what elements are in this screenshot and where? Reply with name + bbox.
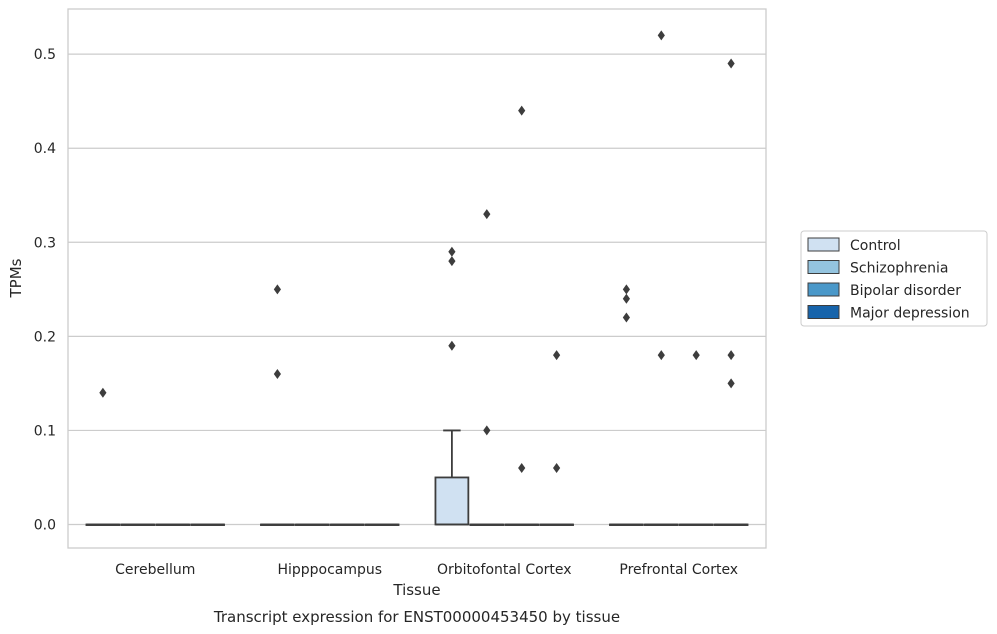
box-bipolar-disorder (504, 523, 540, 526)
outlier-point (483, 209, 491, 220)
y-tick-label: 0.0 (34, 517, 56, 533)
outlier-point (727, 350, 735, 361)
x-tick-label: Cerebellum (115, 562, 195, 578)
outlier-point (622, 293, 630, 304)
box-control (260, 523, 295, 526)
outlier-point (448, 256, 456, 267)
legend-items: Control Schizophrenia Bipolar disorder Majo… (807, 237, 970, 322)
x-tick-labels: Cerebellum Hipppocampus Orbitofontal Corte… (115, 562, 738, 578)
outlier-point (99, 387, 107, 398)
outlier-point (553, 350, 561, 361)
y-tick-label: 0.2 (34, 329, 56, 345)
box-bipolar-disorder (329, 523, 365, 526)
legend: Control Schizophrenia Bipolar disorder Majo… (800, 230, 988, 327)
outlier-point (657, 350, 665, 361)
outlier-point (273, 368, 281, 379)
y-tick-labels: 0.0 0.1 0.2 0.3 0.4 0.5 (34, 47, 56, 533)
box-bipolar-disorder (155, 523, 191, 526)
legend-swatch (807, 305, 840, 319)
x-tick-label: Prefrontal Cortex (619, 562, 738, 578)
y-axis-label: TPMs (7, 258, 25, 298)
y-tick-label: 0.1 (34, 423, 56, 439)
outlier-point (622, 312, 630, 323)
x-axis-label: Tissue (392, 581, 440, 599)
legend-label: Control (850, 238, 901, 254)
box-control (85, 523, 121, 526)
box-major-depression (190, 523, 225, 526)
box-schizophrenia (469, 523, 505, 526)
outlier-point (553, 463, 561, 474)
outlier-point (273, 284, 281, 295)
y-tick-label: 0.4 (34, 141, 56, 157)
box-major-depression (364, 523, 400, 526)
box-schizophrenia (643, 523, 679, 526)
box-control (609, 523, 644, 526)
box-schizophrenia (294, 523, 330, 526)
x-tick-label: Hipppocampus (277, 562, 382, 578)
legend-label: Major depression (850, 306, 970, 322)
legend-label: Bipolar disorder (850, 283, 961, 299)
box-bipolar-disorder (678, 523, 714, 526)
box-control (434, 429, 470, 526)
grid-layer (68, 53, 766, 526)
x-tick-label: Orbitofontal Cortex (437, 562, 572, 578)
box-schizophrenia (120, 523, 156, 526)
outlier-point (727, 58, 735, 69)
outlier-point (692, 350, 700, 361)
chart-caption: Transcript expression for ENST0000045345… (213, 608, 620, 626)
outlier-point (657, 30, 665, 41)
outlier-point (448, 246, 456, 257)
box-body (434, 476, 470, 526)
outlier-point (518, 463, 526, 474)
outlier-point (622, 284, 630, 295)
box-major-depression (539, 523, 574, 526)
y-tick-label: 0.3 (34, 235, 56, 251)
legend-frame (800, 230, 988, 327)
legend-swatch (807, 260, 840, 274)
legend-swatch (807, 237, 840, 252)
outlier-layer (99, 30, 735, 474)
box-layer (85, 429, 749, 526)
outlier-point (483, 425, 491, 436)
box-major-depression (713, 523, 749, 526)
outlier-point (518, 105, 526, 116)
y-tick-label: 0.5 (34, 47, 56, 63)
plot-frame (67, 8, 767, 549)
outlier-point (727, 378, 735, 389)
legend-label: Schizophrenia (850, 261, 948, 277)
legend-swatch (807, 282, 840, 297)
outlier-point (448, 340, 456, 351)
